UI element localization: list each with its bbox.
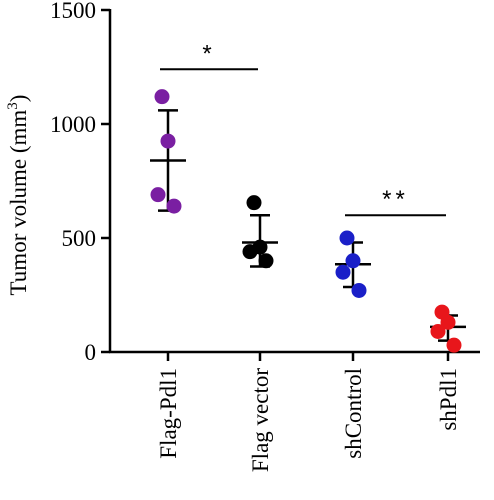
data-point	[351, 282, 367, 298]
y-axis-title: Tumor volume (mm3)	[5, 95, 31, 296]
data-point	[440, 314, 456, 330]
y-tick-label: 1000	[50, 112, 96, 137]
x-tick-label: shPdl1	[436, 368, 461, 431]
data-point	[339, 230, 355, 246]
data-point	[242, 244, 258, 260]
data-point	[150, 187, 166, 203]
x-tick-label: Flag-Pdl1	[156, 368, 181, 459]
significance-label: **	[382, 186, 409, 213]
y-tick-label: 0	[85, 340, 97, 365]
x-axis: Flag-Pdl1 Flag vector shControl shPdl1	[109, 350, 480, 472]
data-point	[246, 195, 262, 211]
y-tick-label: 500	[62, 226, 97, 251]
data-marks	[150, 89, 466, 353]
data-point	[154, 89, 170, 105]
y-axis: 0 500 1000 1500	[50, 0, 112, 365]
x-tick-label: Flag vector	[248, 368, 273, 472]
y-axis-title-superscript: 3	[5, 102, 21, 110]
x-tick-label: shControl	[341, 368, 366, 459]
y-tick-label: 1500	[50, 0, 96, 23]
data-point	[258, 253, 274, 269]
data-point	[160, 133, 176, 149]
data-point	[446, 337, 462, 353]
data-point	[335, 264, 351, 280]
significance-label: *	[202, 40, 215, 67]
data-point	[430, 323, 446, 339]
data-point	[345, 253, 361, 269]
significance-annotations: ***	[160, 40, 446, 217]
data-point	[166, 198, 182, 214]
